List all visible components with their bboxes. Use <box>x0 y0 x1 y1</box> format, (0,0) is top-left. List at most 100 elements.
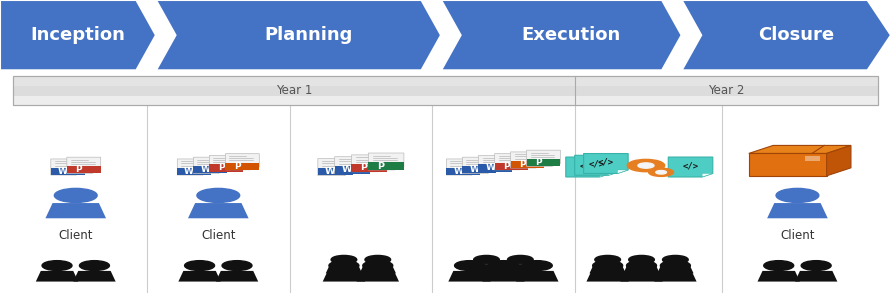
Polygon shape <box>352 155 387 172</box>
Polygon shape <box>446 159 480 175</box>
Polygon shape <box>487 171 496 173</box>
Circle shape <box>42 261 72 270</box>
Polygon shape <box>193 157 227 173</box>
Polygon shape <box>51 159 85 175</box>
Text: P: P <box>535 158 542 167</box>
Circle shape <box>626 261 657 270</box>
Polygon shape <box>448 271 491 282</box>
Circle shape <box>595 255 620 264</box>
Polygon shape <box>658 264 693 273</box>
Polygon shape <box>795 271 838 282</box>
Polygon shape <box>624 264 659 273</box>
Text: Year 1: Year 1 <box>276 84 312 97</box>
Circle shape <box>474 255 499 264</box>
Polygon shape <box>0 0 156 70</box>
Polygon shape <box>482 271 525 282</box>
Circle shape <box>508 255 533 264</box>
FancyBboxPatch shape <box>368 162 404 170</box>
Polygon shape <box>177 159 211 175</box>
Polygon shape <box>335 157 371 174</box>
Text: W: W <box>184 167 194 176</box>
FancyBboxPatch shape <box>446 168 480 175</box>
Circle shape <box>629 255 654 264</box>
Text: Closure: Closure <box>758 26 834 44</box>
Circle shape <box>660 261 691 270</box>
FancyBboxPatch shape <box>67 166 101 173</box>
Polygon shape <box>519 167 528 170</box>
Text: Year 2: Year 2 <box>708 84 744 97</box>
Polygon shape <box>178 271 221 282</box>
Text: P: P <box>234 162 241 171</box>
Polygon shape <box>318 159 354 176</box>
FancyBboxPatch shape <box>527 159 560 166</box>
FancyBboxPatch shape <box>13 96 878 105</box>
Circle shape <box>184 261 215 270</box>
Polygon shape <box>395 167 404 170</box>
Polygon shape <box>92 171 101 173</box>
Polygon shape <box>566 157 610 177</box>
Circle shape <box>365 255 390 264</box>
Polygon shape <box>757 271 800 282</box>
Circle shape <box>54 188 97 202</box>
Polygon shape <box>218 171 227 173</box>
Polygon shape <box>368 153 404 170</box>
Polygon shape <box>202 172 211 175</box>
Polygon shape <box>827 145 851 176</box>
Text: W: W <box>58 167 68 176</box>
Text: Client: Client <box>781 229 814 242</box>
FancyBboxPatch shape <box>13 76 878 86</box>
Circle shape <box>488 261 519 270</box>
FancyBboxPatch shape <box>462 166 496 173</box>
Polygon shape <box>535 165 544 168</box>
FancyBboxPatch shape <box>225 163 259 170</box>
FancyBboxPatch shape <box>511 161 544 168</box>
Text: P: P <box>218 163 225 172</box>
Polygon shape <box>511 152 544 168</box>
Text: W: W <box>470 165 479 174</box>
FancyBboxPatch shape <box>352 164 387 172</box>
Polygon shape <box>326 264 362 273</box>
FancyBboxPatch shape <box>495 163 528 170</box>
Polygon shape <box>36 271 78 282</box>
Text: Client: Client <box>201 229 235 242</box>
Circle shape <box>522 261 552 270</box>
Polygon shape <box>767 203 828 218</box>
Text: Client: Client <box>59 229 93 242</box>
Polygon shape <box>356 271 399 282</box>
Circle shape <box>331 255 356 264</box>
Polygon shape <box>323 271 365 282</box>
FancyBboxPatch shape <box>13 86 878 96</box>
Polygon shape <box>503 169 512 172</box>
Polygon shape <box>441 0 682 70</box>
Text: Execution: Execution <box>521 26 621 44</box>
Text: W: W <box>486 163 495 172</box>
Circle shape <box>764 261 794 270</box>
Circle shape <box>776 188 819 202</box>
Polygon shape <box>617 170 628 173</box>
Polygon shape <box>620 271 663 282</box>
FancyBboxPatch shape <box>805 156 821 161</box>
Text: W: W <box>342 165 352 174</box>
Polygon shape <box>584 154 628 173</box>
Circle shape <box>656 171 666 174</box>
Polygon shape <box>702 173 713 177</box>
Text: </>: </> <box>589 160 605 168</box>
Text: </>: </> <box>598 158 614 167</box>
Text: W: W <box>454 167 463 176</box>
Text: W: W <box>200 165 210 174</box>
Polygon shape <box>654 271 697 282</box>
Circle shape <box>222 261 252 270</box>
FancyBboxPatch shape <box>318 168 354 176</box>
Polygon shape <box>503 264 538 273</box>
FancyBboxPatch shape <box>51 168 85 175</box>
FancyBboxPatch shape <box>193 166 227 173</box>
FancyBboxPatch shape <box>478 164 512 172</box>
Circle shape <box>627 159 665 172</box>
Text: P: P <box>377 162 384 171</box>
Polygon shape <box>471 172 480 175</box>
Circle shape <box>649 168 674 176</box>
Polygon shape <box>250 167 259 170</box>
Polygon shape <box>668 157 713 177</box>
Text: W: W <box>325 167 336 176</box>
Circle shape <box>663 255 688 264</box>
